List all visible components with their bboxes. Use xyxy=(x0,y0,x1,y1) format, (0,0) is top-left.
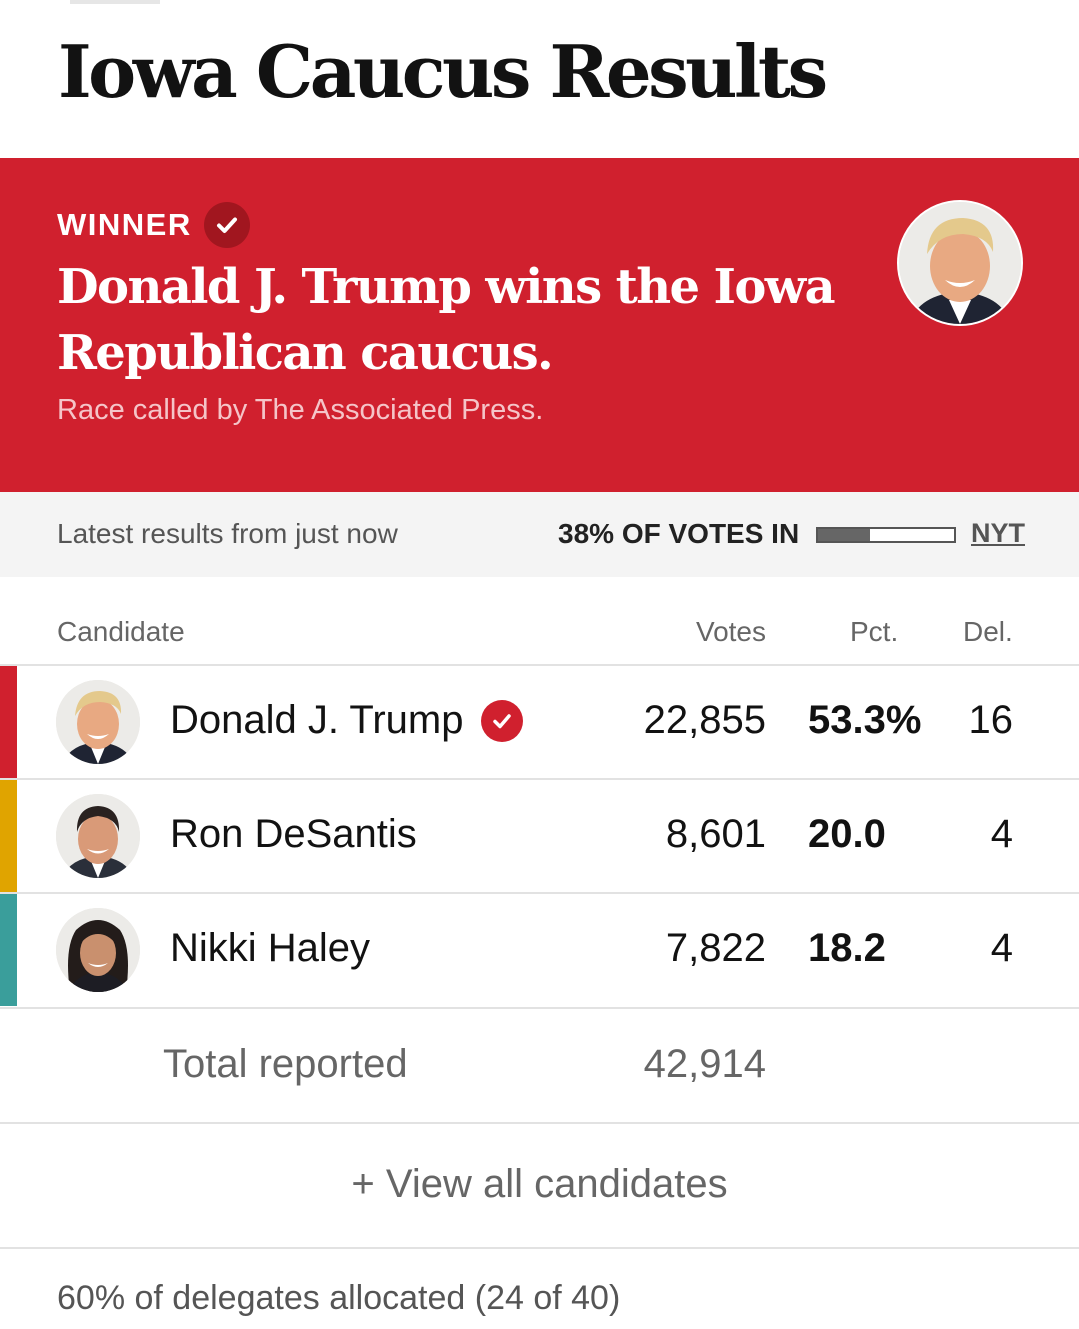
candidate-portrait-icon xyxy=(56,908,140,992)
total-reported-votes: 42,914 xyxy=(643,1042,766,1086)
candidate-votes: 8,601 xyxy=(665,812,766,856)
candidate-name-text: Ron DeSantis xyxy=(170,812,417,856)
delegates-allocated-note: 60% of delegates allocated (24 of 40) xyxy=(57,1279,621,1317)
top-divider xyxy=(70,0,160,4)
table-divider xyxy=(0,664,1079,666)
votes-in-progress-bar xyxy=(816,527,956,543)
winner-row: WINNER xyxy=(57,202,250,248)
candidate-votes: 22,855 xyxy=(643,698,766,742)
candidate-pct: 20.0 xyxy=(808,812,886,856)
candidate-votes: 7,822 xyxy=(665,926,766,970)
candidate-name-text: Donald J. Trump xyxy=(170,698,464,742)
candidate-pct: 53.3% xyxy=(808,698,922,742)
table-divider xyxy=(0,892,1079,894)
winner-check-icon xyxy=(203,202,250,248)
last-updated-text: Latest results from just now xyxy=(57,518,398,549)
view-all-candidates-button[interactable]: + View all candidates xyxy=(351,1162,728,1206)
winner-headline: Donald J. Trump wins the Iowa Republican… xyxy=(57,259,836,381)
candidate-color-bar xyxy=(0,666,17,778)
winner-check-icon xyxy=(481,699,524,742)
candidate-pct: 18.2 xyxy=(808,926,886,970)
column-header-votes: Votes xyxy=(695,616,766,647)
candidate-name: Donald J. Trump xyxy=(170,698,524,743)
candidate-color-bar xyxy=(0,780,17,892)
results-status-bar: Latest results from just now 38% OF VOTE… xyxy=(0,492,1079,577)
table-row: Nikki Haley 7,822 18.2 4 xyxy=(0,894,1079,1006)
candidate-delegates: 4 xyxy=(990,926,1013,970)
total-reported-label: Total reported xyxy=(163,1042,408,1086)
table-divider xyxy=(0,1007,1079,1009)
candidate-name: Ron DeSantis xyxy=(170,812,417,857)
column-header-pct: Pct. xyxy=(850,616,899,647)
candidate-delegates: 4 xyxy=(990,812,1013,856)
table-divider xyxy=(0,1122,1079,1124)
nyt-source-link[interactable]: NYT xyxy=(971,518,1025,548)
candidate-delegates: 16 xyxy=(968,698,1014,742)
page-title: Iowa Caucus Results xyxy=(58,29,828,114)
votes-in-label: 38% OF VOTES IN xyxy=(558,518,800,549)
table-row: Donald J. Trump 22,855 53.3% 16 xyxy=(0,666,1079,778)
table-row: Ron DeSantis 8,601 20.0 4 xyxy=(0,780,1079,892)
column-header-candidate: Candidate xyxy=(57,616,185,647)
candidate-color-bar xyxy=(0,894,17,1006)
winner-banner: WINNER Donald J. Trump wins the Iowa Rep… xyxy=(0,158,1079,492)
winner-label: WINNER xyxy=(57,207,192,242)
candidate-name-text: Nikki Haley xyxy=(170,926,371,970)
race-called-note: Race called by The Associated Press. xyxy=(57,394,544,426)
column-header-del: Del. xyxy=(963,616,1013,647)
candidate-portrait-icon xyxy=(56,680,140,764)
votes-in-progress-fill xyxy=(818,529,870,541)
candidate-portrait-icon xyxy=(56,794,140,878)
candidate-name: Nikki Haley xyxy=(170,926,370,971)
winner-portrait-icon xyxy=(897,200,1023,326)
table-divider xyxy=(0,778,1079,780)
table-divider xyxy=(0,1247,1079,1249)
